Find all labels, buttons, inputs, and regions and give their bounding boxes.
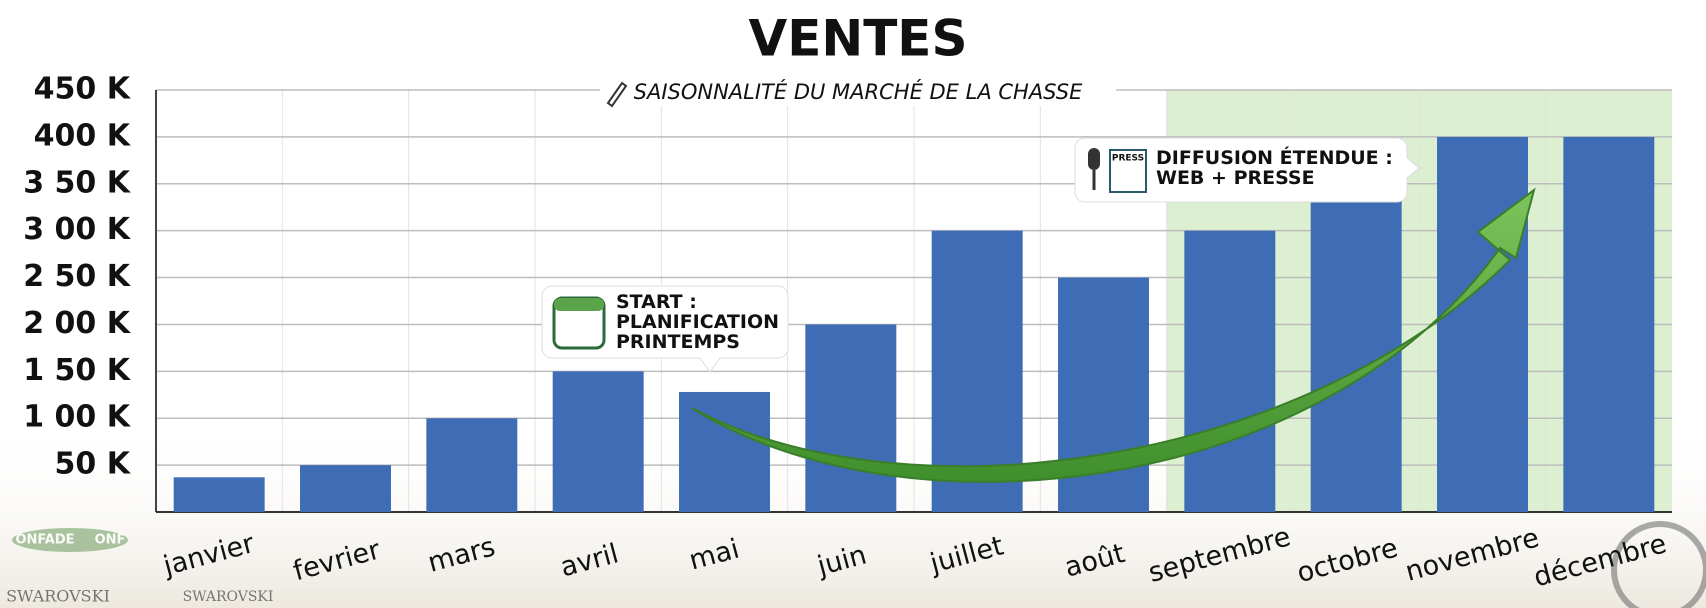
bar	[426, 418, 518, 512]
callout-text: START : PLANIFICATION PRINTEMPS	[616, 291, 779, 353]
bar	[1563, 136, 1655, 512]
bar	[173, 477, 265, 512]
press-icon	[1109, 149, 1147, 193]
press-icon-text: PRESS	[1112, 154, 1144, 164]
bar	[679, 391, 770, 512]
watermark: ONFADE	[15, 533, 74, 548]
watermark: ONF	[95, 533, 126, 548]
subtitle-icon	[606, 81, 628, 108]
watermark: SWAROVSKI	[183, 589, 274, 605]
mic-icon	[1088, 148, 1100, 170]
logos: ONFADE ONF SWAROVSKI SWAROVSKI	[6, 521, 1706, 608]
callout-line: PLANIFICATION	[616, 311, 779, 333]
callout-press: PRESS DIFFUSION ÉTENDUE : WEB + PRESSE	[1074, 137, 1420, 203]
watermark: SWAROVSKI	[6, 587, 110, 606]
callout-start: START : PLANIFICATION PRINTEMPS	[541, 285, 789, 373]
bars-layer	[173, 136, 1655, 512]
logo-badge	[12, 528, 128, 552]
y-tick-label: 3 50 K	[23, 165, 132, 200]
y-tick-label: 1 50 K	[23, 353, 132, 388]
y-tick-label: 400 K	[34, 118, 132, 153]
growth-arrow	[691, 187, 1536, 483]
y-tick-label: 2 00 K	[23, 306, 132, 341]
callout-line: START :	[616, 291, 697, 313]
y-tick-label: 50 K	[55, 447, 132, 482]
callout-line: PRINTEMPS	[616, 331, 740, 353]
bar	[300, 465, 391, 512]
y-tick-label: 3 00 K	[23, 212, 132, 247]
bar	[1310, 183, 1402, 512]
callout-text: DIFFUSION ÉTENDUE : WEB + PRESSE	[1156, 146, 1393, 189]
callout-line: WEB + PRESSE	[1156, 167, 1315, 189]
callout-line: DIFFUSION ÉTENDUE :	[1156, 146, 1393, 169]
y-tick-label: 2 50 K	[23, 259, 132, 294]
callout-box	[1074, 137, 1420, 203]
subtitle-bg	[600, 78, 1116, 106]
compass	[1611, 521, 1706, 608]
chart-title: VENTES	[749, 10, 968, 68]
chart-subtitle: SAISONNALITÉ DU MARCHÉ DE LA CHASSE	[634, 79, 1083, 104]
bar	[1184, 230, 1276, 512]
bar	[552, 371, 644, 512]
grid-layer	[155, 89, 1672, 513]
bar	[805, 324, 897, 512]
y-tick-label: 450 K	[34, 72, 132, 107]
calendar-top	[554, 298, 604, 311]
bar	[1437, 136, 1528, 512]
y-tick-label: 1 00 K	[23, 400, 132, 435]
